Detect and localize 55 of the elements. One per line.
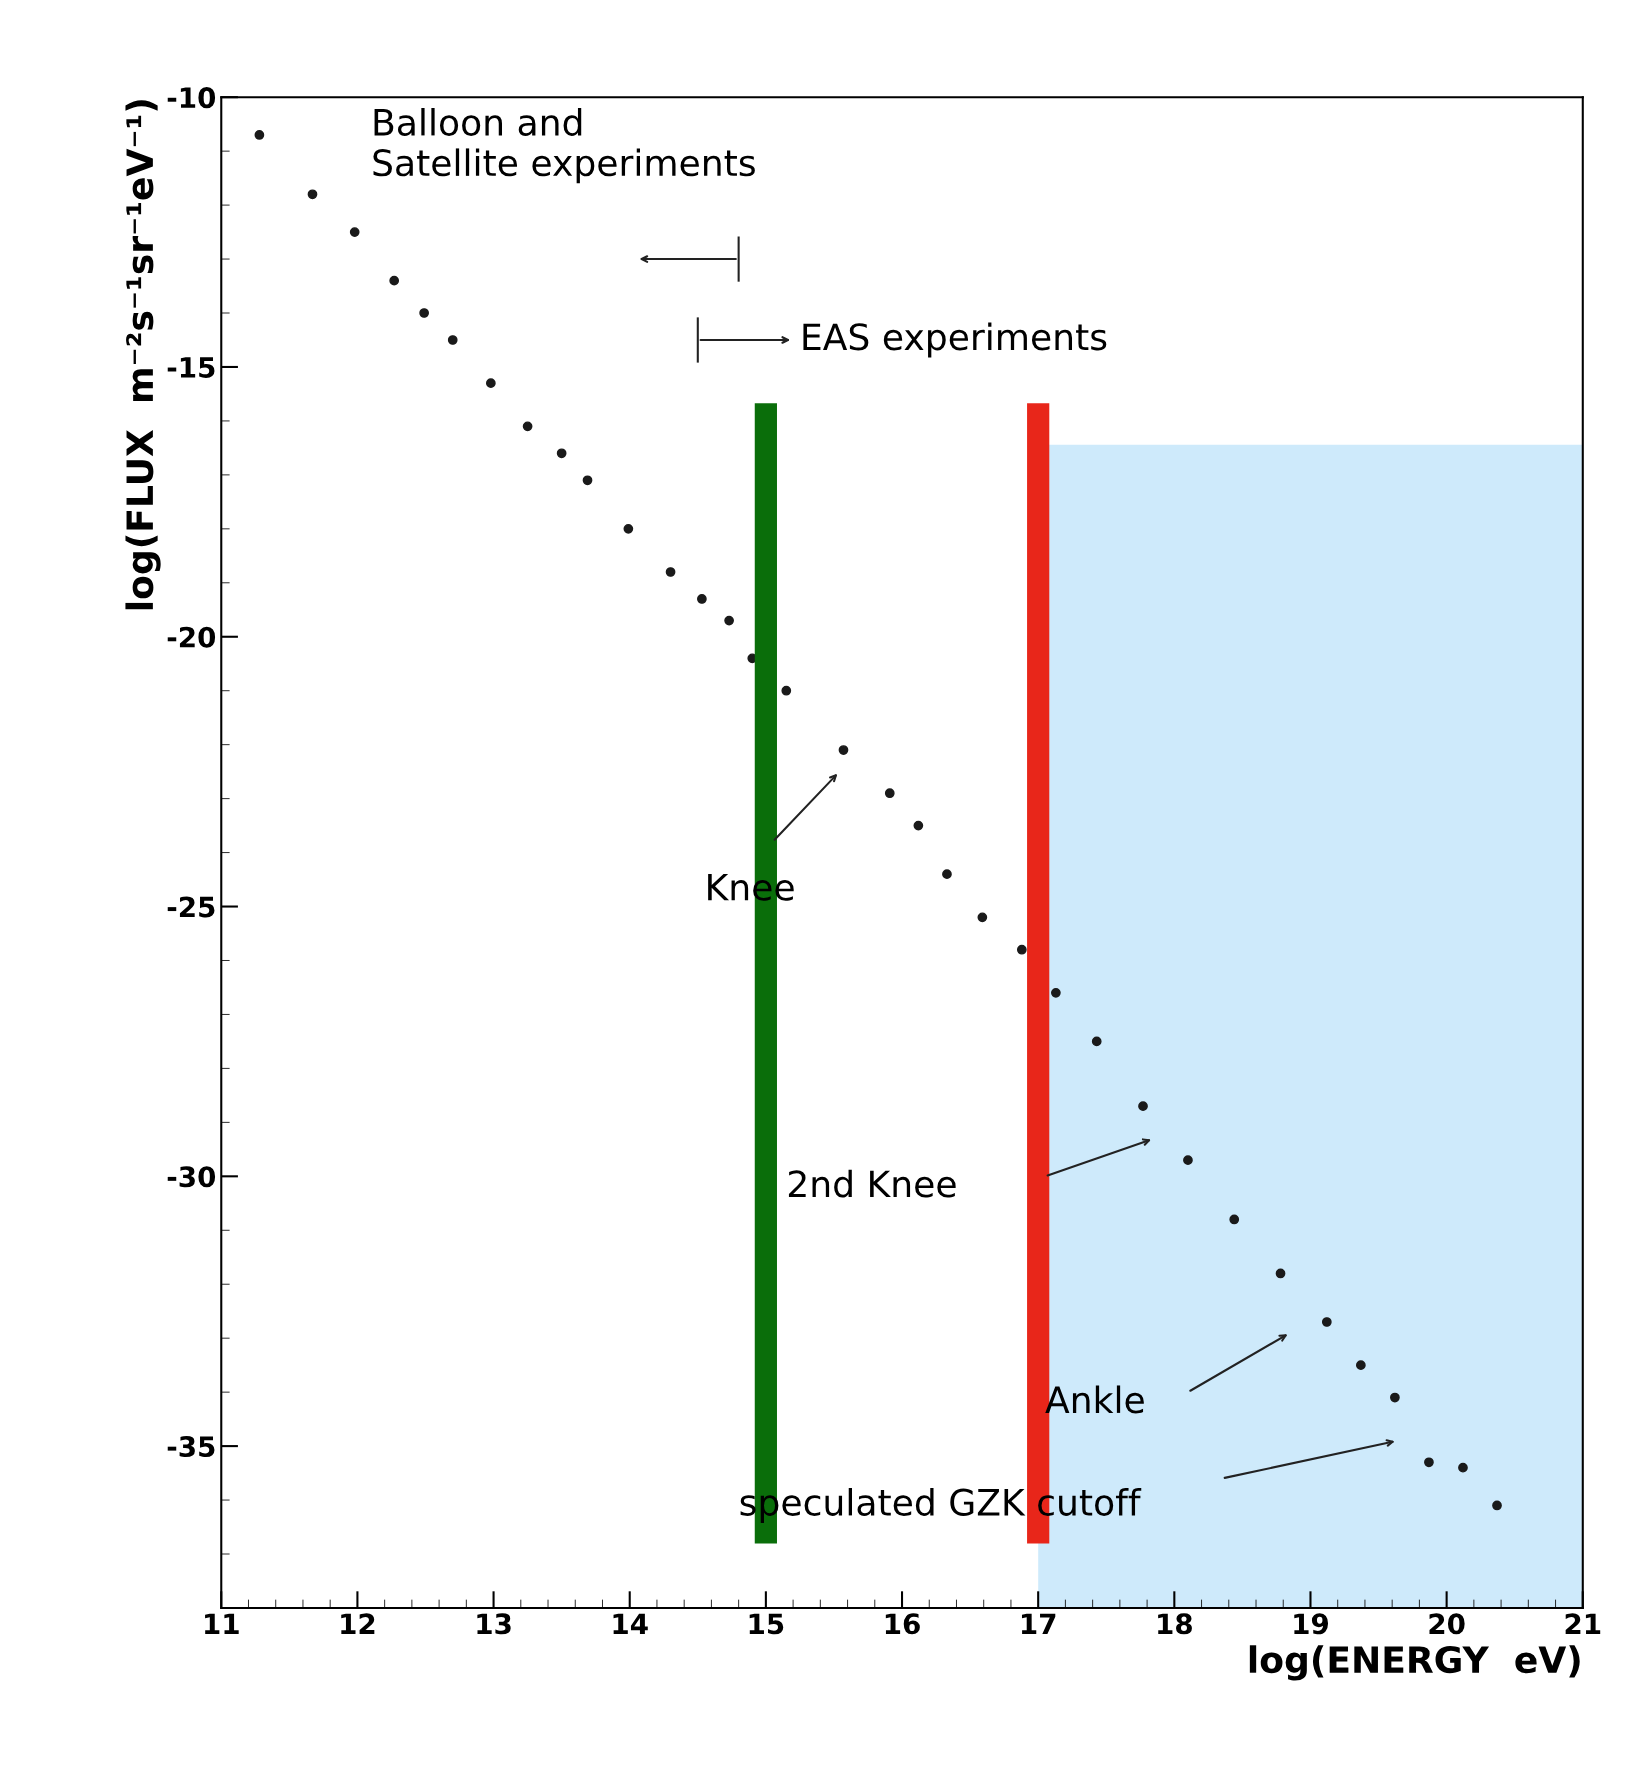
y-axis-title: log(FLUX m⁻²s⁻¹sr⁻¹eV⁻¹) — [125, 100, 161, 610]
x-axis-title: log(ENERGY eV) — [1249, 1645, 1580, 1681]
point — [1051, 988, 1061, 998]
y-tick-label: -35 — [167, 1436, 215, 1458]
point — [1091, 1036, 1102, 1047]
point — [884, 788, 895, 799]
point — [419, 308, 429, 318]
x-tick-label: 21 — [1565, 1613, 1601, 1634]
point — [307, 189, 318, 200]
x-tick-label: 18 — [1158, 1613, 1192, 1635]
point — [1275, 1268, 1286, 1279]
annotation: 2nd Knee — [788, 1169, 956, 1198]
point — [697, 594, 707, 604]
point — [1183, 1155, 1193, 1165]
point — [1016, 944, 1027, 955]
point — [1138, 1101, 1148, 1112]
x-tick-label: 20 — [1429, 1613, 1465, 1635]
annotation: EAS experiments — [803, 322, 1107, 358]
point — [1424, 1457, 1434, 1468]
point — [349, 227, 360, 237]
point — [254, 130, 265, 140]
point — [1390, 1392, 1400, 1403]
annotation: Balloon and Satellite experiments — [373, 107, 755, 184]
point — [1321, 1317, 1332, 1327]
x-tick-label: 16 — [885, 1613, 920, 1635]
point — [838, 745, 849, 755]
point — [556, 448, 567, 459]
point — [942, 869, 952, 880]
point — [623, 523, 634, 534]
y-tick-label: -15 — [167, 357, 215, 378]
point — [1492, 1500, 1502, 1511]
point — [389, 275, 400, 286]
y-tick-label: -10 — [167, 87, 216, 109]
x-tick-label: 15 — [749, 1613, 784, 1635]
point — [781, 685, 792, 696]
point — [1229, 1214, 1240, 1225]
point — [1355, 1360, 1366, 1371]
point — [582, 475, 593, 486]
point — [485, 378, 496, 389]
point — [977, 912, 988, 923]
point — [913, 820, 924, 831]
y-tick-label: -20 — [167, 626, 216, 648]
x-tick-label: 17 — [1021, 1613, 1056, 1634]
x-tick-label: 14 — [613, 1613, 648, 1634]
point — [724, 615, 734, 626]
x-tick-label: 19 — [1294, 1613, 1329, 1635]
point — [665, 567, 676, 577]
x-tick-label: 12 — [341, 1613, 375, 1634]
x-tick-label: 13 — [477, 1613, 511, 1635]
x-tick-label: 11 — [205, 1613, 239, 1634]
point — [1458, 1462, 1468, 1473]
point — [522, 421, 533, 432]
y-tick-label: -25 — [167, 896, 215, 918]
y-tick-label: -30 — [167, 1166, 216, 1188]
point — [447, 335, 458, 345]
